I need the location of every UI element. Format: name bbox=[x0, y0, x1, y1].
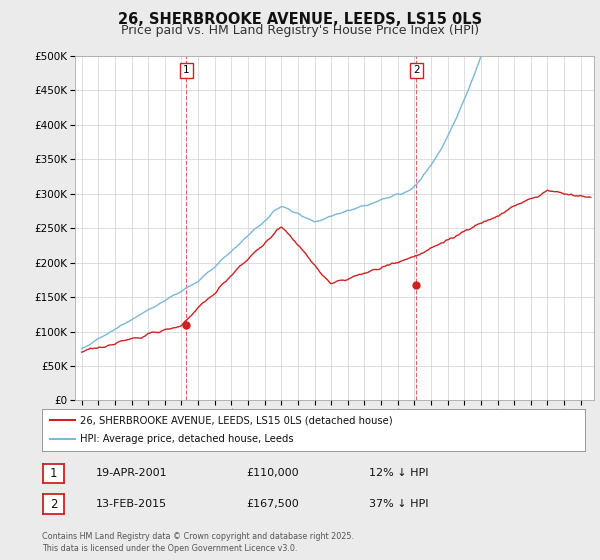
Text: Price paid vs. HM Land Registry's House Price Index (HPI): Price paid vs. HM Land Registry's House … bbox=[121, 24, 479, 36]
Text: 1: 1 bbox=[183, 66, 190, 76]
Text: 12% ↓ HPI: 12% ↓ HPI bbox=[369, 468, 428, 478]
Text: 19-APR-2001: 19-APR-2001 bbox=[96, 468, 167, 478]
Text: 37% ↓ HPI: 37% ↓ HPI bbox=[369, 499, 428, 509]
Text: 1: 1 bbox=[50, 466, 57, 480]
Text: 26, SHERBROOKE AVENUE, LEEDS, LS15 0LS: 26, SHERBROOKE AVENUE, LEEDS, LS15 0LS bbox=[118, 12, 482, 27]
Text: 2: 2 bbox=[413, 66, 419, 76]
Text: 26, SHERBROOKE AVENUE, LEEDS, LS15 0LS (detached house): 26, SHERBROOKE AVENUE, LEEDS, LS15 0LS (… bbox=[80, 415, 392, 425]
Text: £110,000: £110,000 bbox=[246, 468, 299, 478]
Text: £167,500: £167,500 bbox=[246, 499, 299, 509]
Text: HPI: Average price, detached house, Leeds: HPI: Average price, detached house, Leed… bbox=[80, 435, 293, 445]
Text: 2: 2 bbox=[50, 497, 57, 511]
Text: Contains HM Land Registry data © Crown copyright and database right 2025.
This d: Contains HM Land Registry data © Crown c… bbox=[42, 533, 354, 553]
Text: 13-FEB-2015: 13-FEB-2015 bbox=[96, 499, 167, 509]
